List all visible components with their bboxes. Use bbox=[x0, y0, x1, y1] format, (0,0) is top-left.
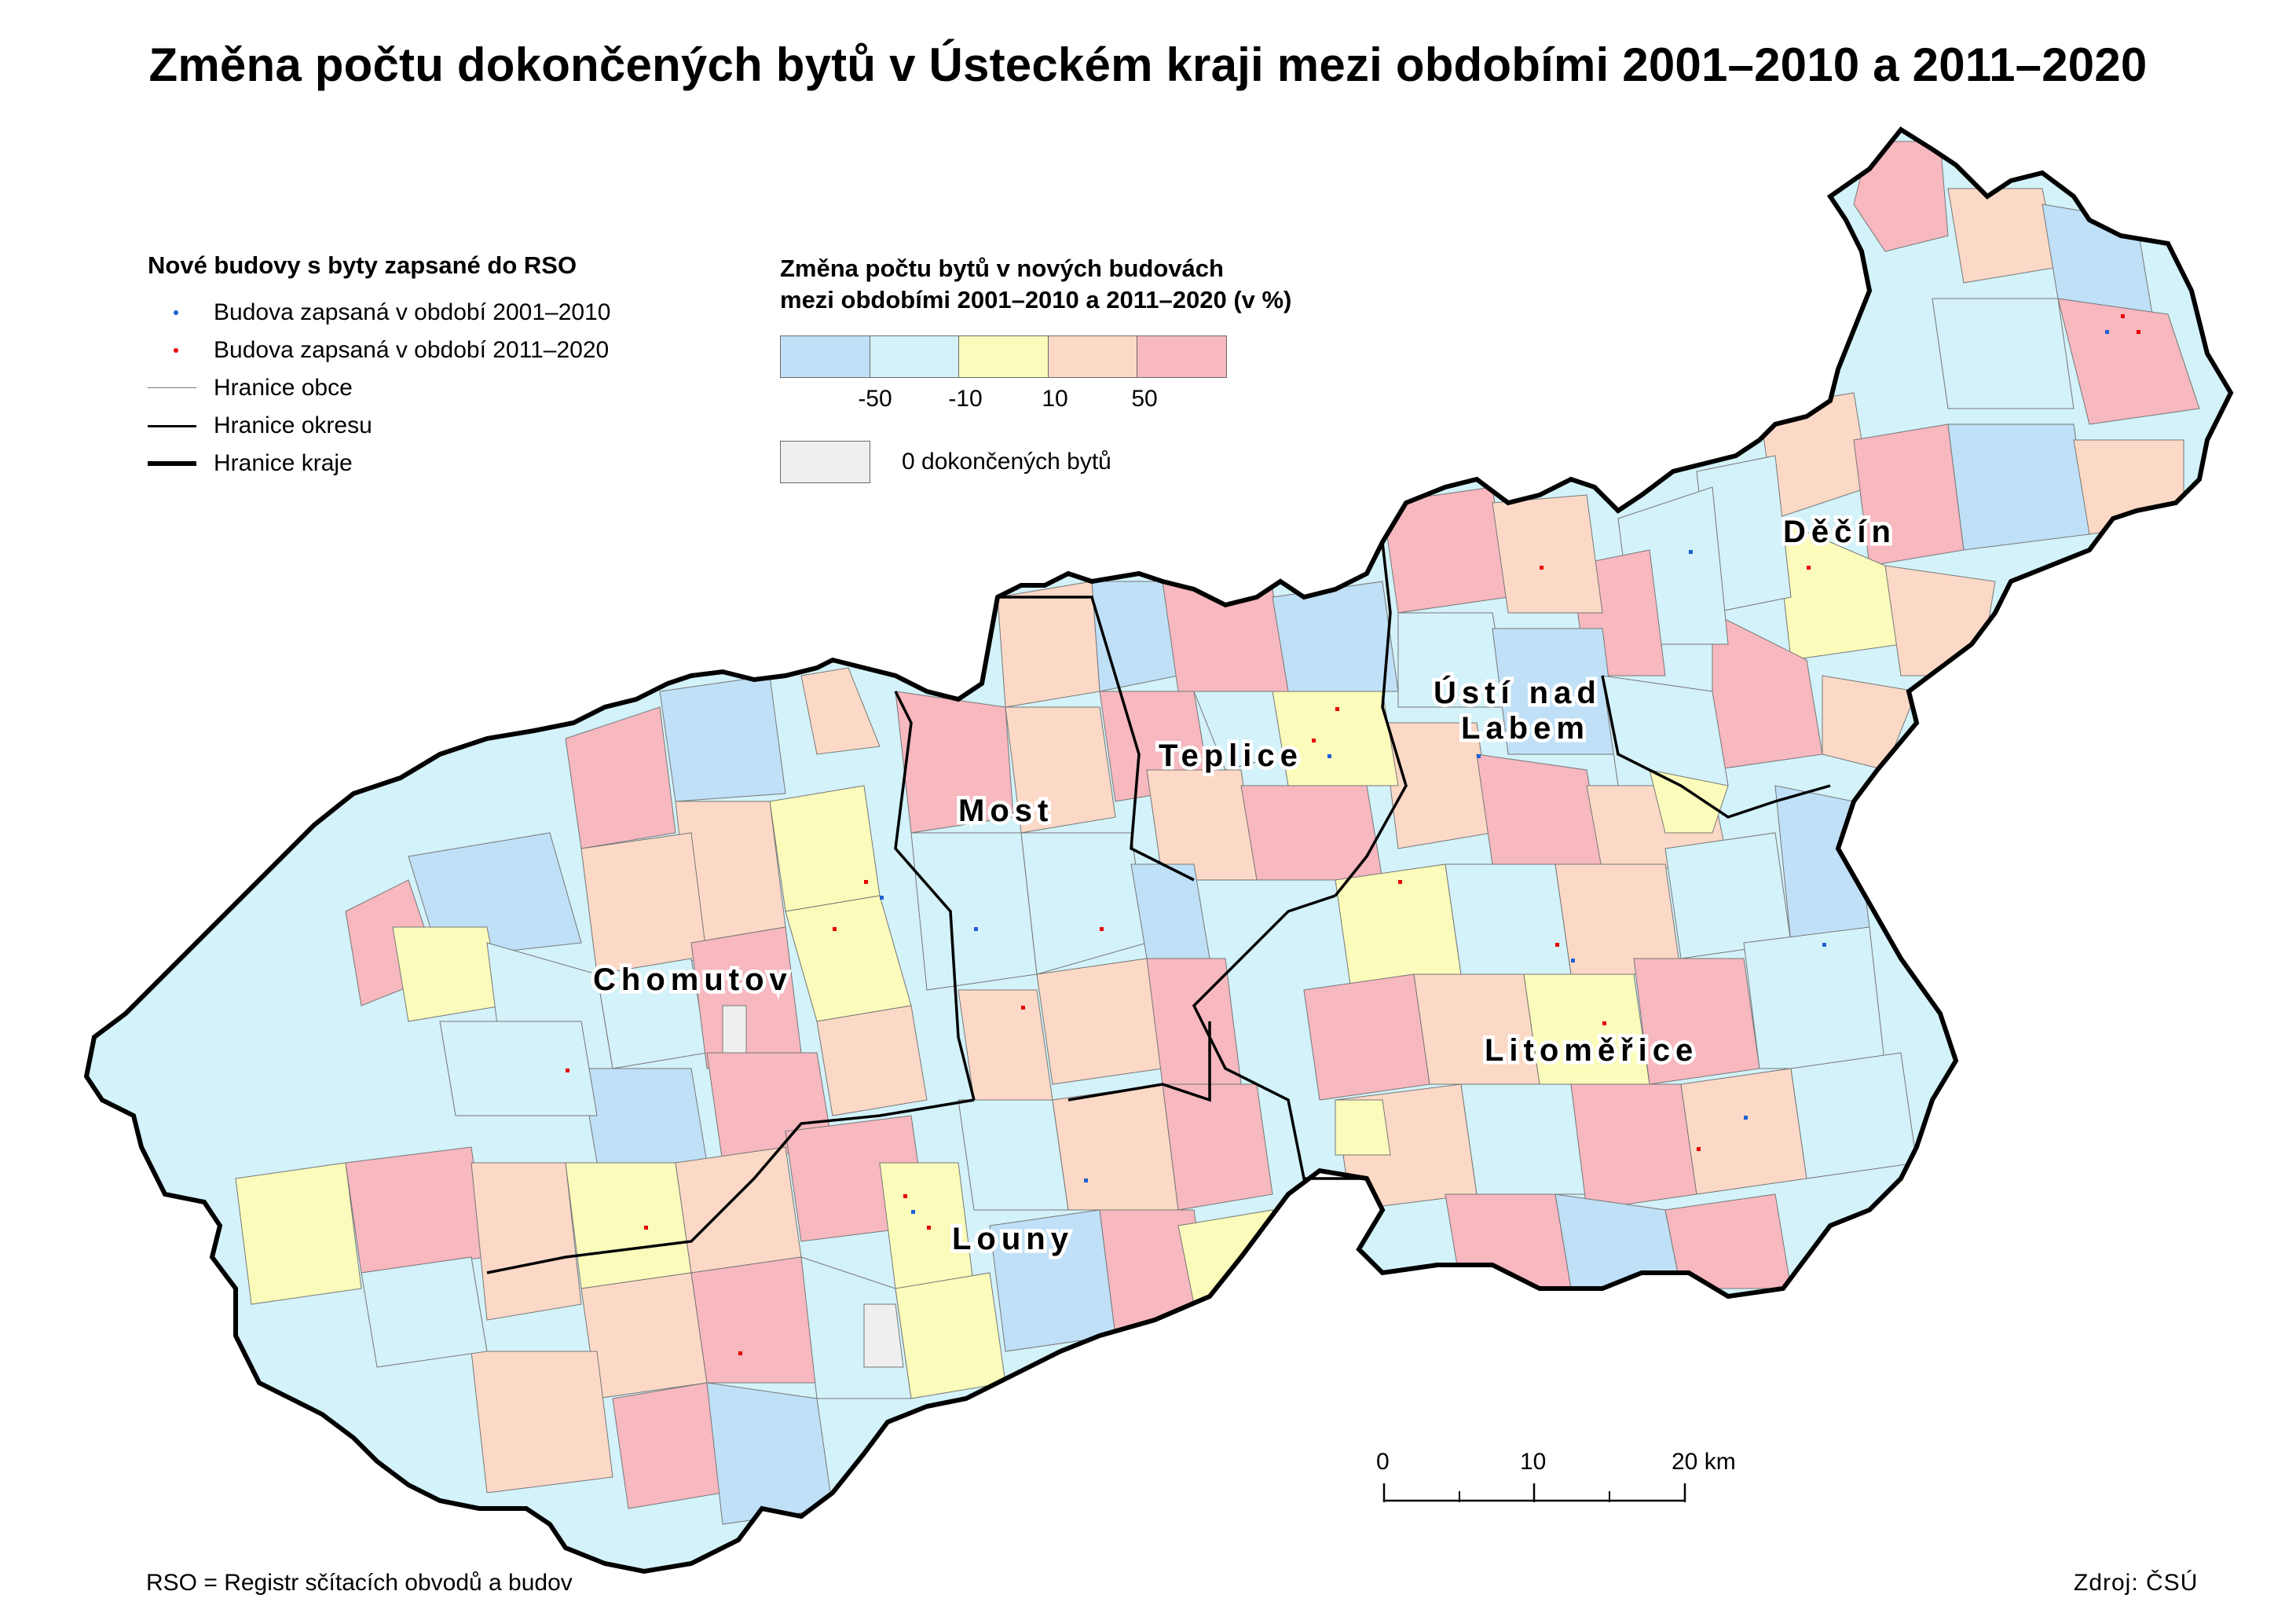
scale-tick-10: 10 bbox=[1520, 1449, 1546, 1475]
red-dot-icon bbox=[174, 348, 178, 353]
scale-tick-20: 20 km bbox=[1672, 1449, 1736, 1475]
footnote-rso: RSO = Registr sčítacích obvodů a budov bbox=[146, 1570, 573, 1596]
district-label-litomerice: Litoměřice bbox=[1485, 1033, 1698, 1068]
color-scale bbox=[780, 335, 1291, 378]
legend-no-data: 0 dokončených bytů bbox=[780, 441, 1291, 483]
swatch-class-5 bbox=[1137, 335, 1227, 378]
legend-buildings: Nové budovy s byty zapsané do RSO Budova… bbox=[148, 251, 610, 482]
legend-row-district-border: Hranice okresu bbox=[148, 407, 610, 445]
swatch-class-3 bbox=[958, 335, 1049, 378]
break-minus-50: -50 bbox=[858, 386, 892, 412]
scale-bar: 0 10 20 km bbox=[1376, 1449, 1736, 1502]
source-note: Zdroj: ČSÚ bbox=[2074, 1570, 2199, 1596]
district-label-most: Most bbox=[958, 794, 1053, 828]
district-label-chomutov: Chomutov bbox=[593, 962, 793, 997]
scale-breaks: -50 -10 10 50 bbox=[780, 378, 1291, 417]
break-minus-10: -10 bbox=[948, 386, 983, 412]
legend-change-heading-1: Změna počtu bytů v nových budovách bbox=[780, 255, 1224, 282]
legend-row-2001-2010: Budova zapsaná v období 2001–2010 bbox=[148, 294, 610, 332]
legend-change-heading-2: mezi obdobími 2001–2010 a 2011–2020 (v %… bbox=[780, 286, 1292, 313]
swatch-no-data bbox=[780, 441, 870, 483]
district-label-decin: Děčín bbox=[1783, 515, 1896, 549]
legend-row-municipality-border: Hranice obce bbox=[148, 369, 610, 407]
legend-row-2011-2020: Budova zapsaná v období 2011–2020 bbox=[148, 332, 610, 369]
legend-row-region-border: Hranice kraje bbox=[148, 445, 610, 482]
legend-buildings-heading: Nové budovy s byty zapsané do RSO bbox=[148, 251, 577, 279]
blue-dot-icon bbox=[174, 310, 178, 315]
break-50: 50 bbox=[1131, 386, 1158, 412]
district-labels: Děčín Ústí nad Labem Teplice Most Chomut… bbox=[590, 511, 1896, 1260]
swatch-class-4 bbox=[1047, 335, 1138, 378]
district-label-louny: Louny bbox=[952, 1222, 1074, 1256]
building-points bbox=[566, 314, 2140, 1355]
scale-tick-0: 0 bbox=[1376, 1449, 1390, 1475]
swatch-class-2 bbox=[869, 335, 960, 378]
swatch-class-1 bbox=[780, 335, 870, 378]
thin-line-icon bbox=[148, 387, 196, 388]
map-title: Změna počtu dokončených bytů v Ústeckém … bbox=[148, 38, 2148, 91]
district-boundaries bbox=[486, 541, 1831, 1274]
thick-line-icon bbox=[148, 461, 196, 466]
medium-line-icon bbox=[148, 425, 196, 427]
break-10: 10 bbox=[1042, 386, 1068, 412]
legend-change: Změna počtu bytů v nových budovách mezi … bbox=[780, 253, 1291, 483]
district-label-usti-1: Ústí nad bbox=[1434, 674, 1602, 710]
district-label-teplice: Teplice bbox=[1159, 739, 1303, 773]
district-label-usti-2: Labem bbox=[1461, 711, 1590, 746]
